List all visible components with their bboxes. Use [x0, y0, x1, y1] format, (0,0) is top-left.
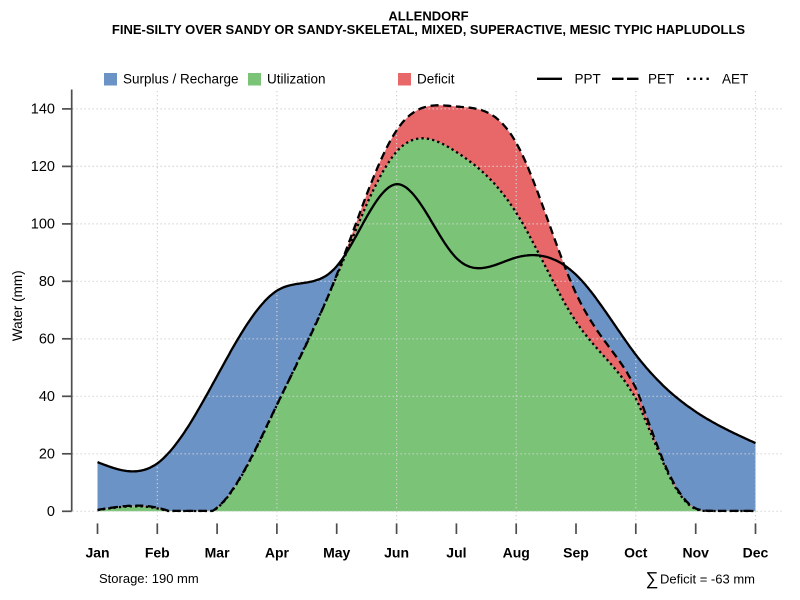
- svg-text:60: 60: [39, 332, 55, 348]
- svg-text:100: 100: [31, 217, 55, 233]
- svg-text:Aug: Aug: [503, 545, 530, 561]
- svg-text:Deficit = -63 mm: Deficit = -63 mm: [660, 572, 755, 587]
- svg-text:Nov: Nov: [682, 545, 709, 561]
- svg-text:Dec: Dec: [743, 545, 769, 561]
- svg-text:Apr: Apr: [265, 545, 290, 561]
- svg-text:ALLENDORF: ALLENDORF: [388, 8, 468, 23]
- svg-text:FINE-SILTY OVER SANDY OR SANDY: FINE-SILTY OVER SANDY OR SANDY-SKELETAL,…: [112, 22, 746, 37]
- svg-text:80: 80: [39, 274, 55, 290]
- svg-text:Mar: Mar: [205, 545, 230, 561]
- svg-text:0: 0: [47, 504, 55, 520]
- svg-text:PPT: PPT: [575, 72, 601, 87]
- svg-text:Storage: 190 mm: Storage: 190 mm: [99, 571, 199, 586]
- svg-text:Jan: Jan: [85, 545, 109, 561]
- svg-text:∑: ∑: [646, 569, 659, 589]
- svg-text:40: 40: [39, 389, 55, 405]
- svg-text:Oct: Oct: [624, 545, 648, 561]
- svg-text:Jul: Jul: [446, 545, 466, 561]
- svg-text:20: 20: [39, 447, 55, 463]
- svg-text:120: 120: [31, 159, 55, 175]
- svg-text:AET: AET: [722, 72, 748, 87]
- svg-text:May: May: [323, 545, 350, 561]
- svg-text:Utilization: Utilization: [267, 72, 326, 87]
- svg-text:Feb: Feb: [145, 545, 170, 561]
- svg-text:140: 140: [31, 102, 55, 118]
- svg-text:Water (mm): Water (mm): [10, 270, 25, 341]
- svg-text:Sep: Sep: [563, 545, 589, 561]
- svg-text:Surplus / Recharge: Surplus / Recharge: [123, 72, 239, 87]
- svg-text:Deficit: Deficit: [417, 72, 455, 87]
- svg-text:Jun: Jun: [384, 545, 409, 561]
- svg-text:PET: PET: [648, 72, 674, 87]
